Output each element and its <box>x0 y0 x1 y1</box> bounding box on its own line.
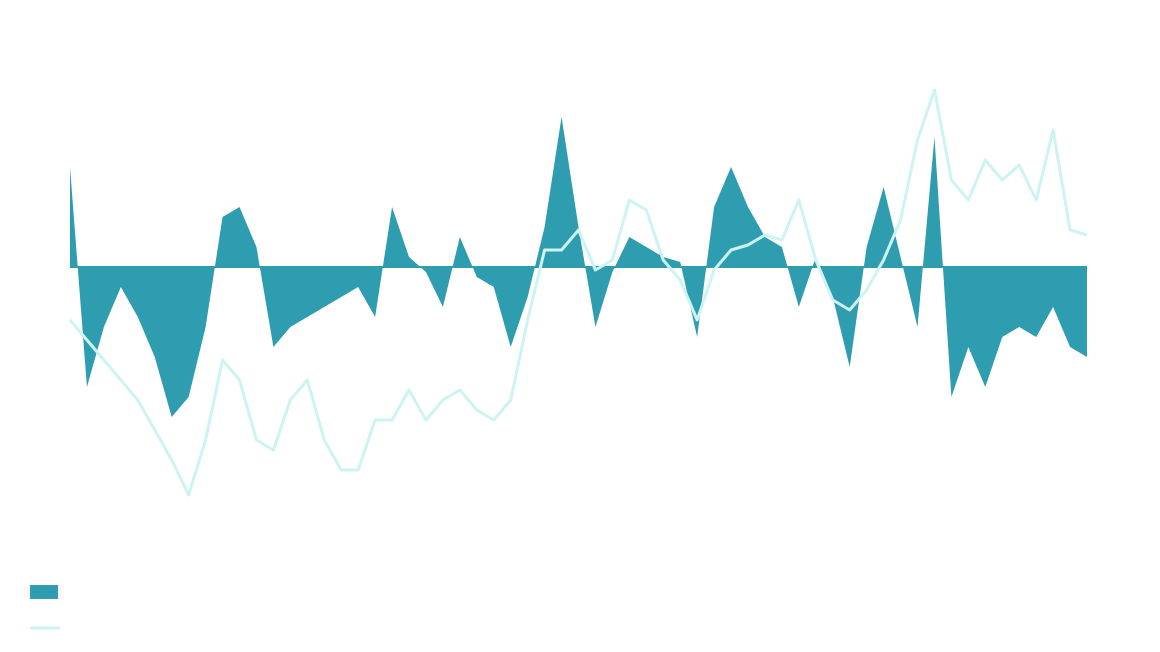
legend-swatch <box>30 585 58 599</box>
line <box>68 88 1088 497</box>
